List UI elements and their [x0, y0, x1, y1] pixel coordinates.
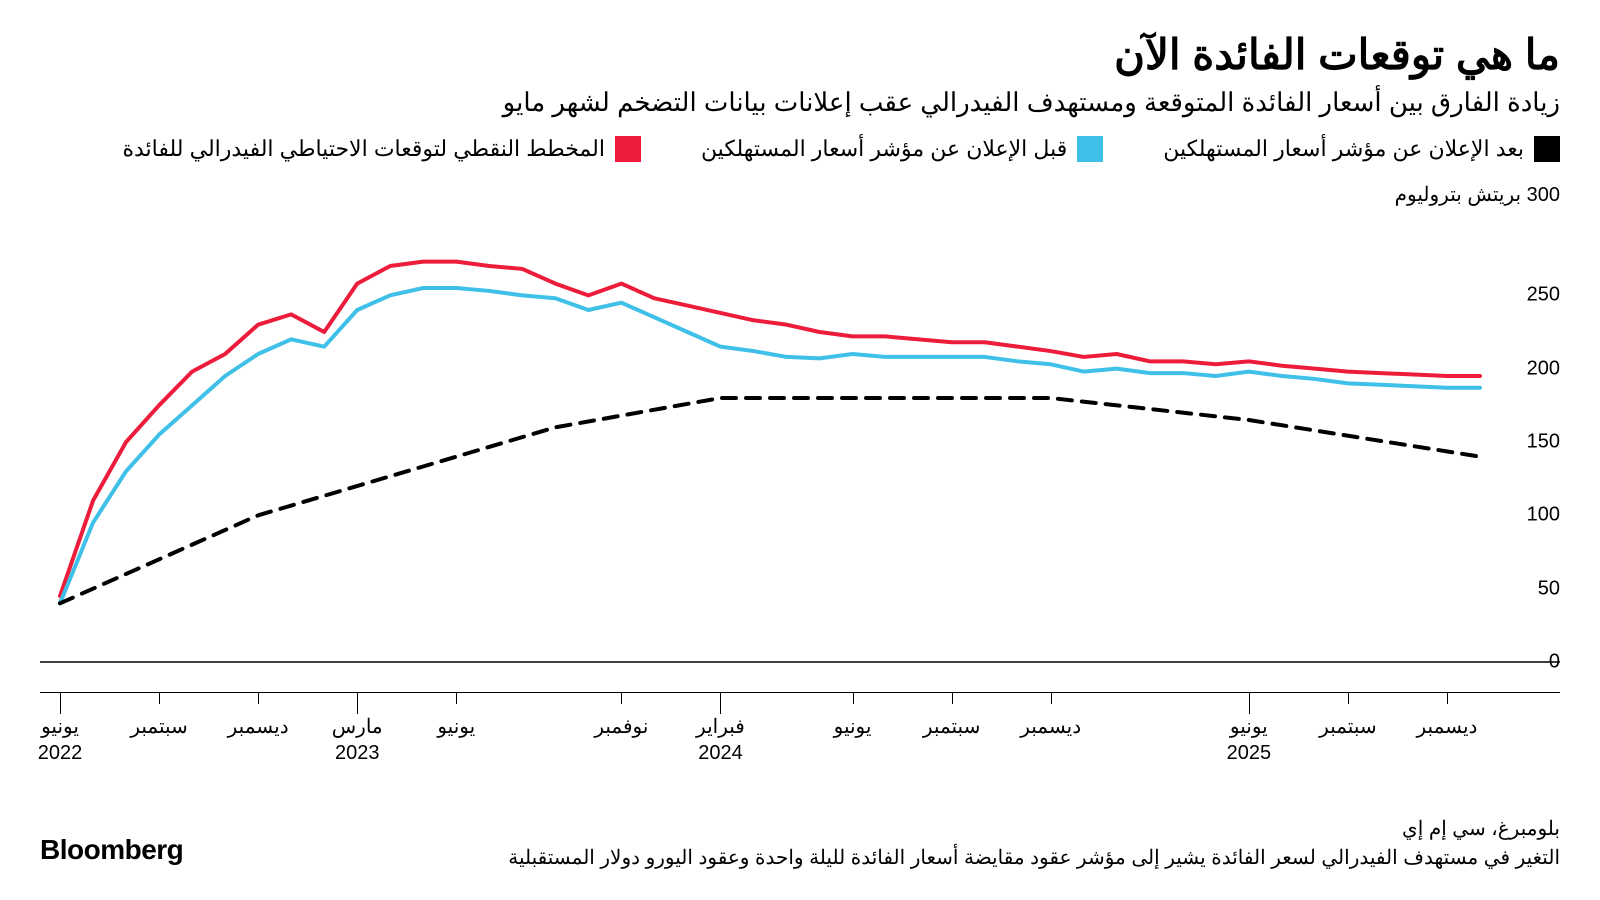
y-axis-unit: 300 بريتش بتروليوم	[1395, 182, 1560, 207]
x-axis-ticks	[40, 692, 1560, 708]
legend-item: المخطط النقطي لتوقعات الاحتياطي الفيدرال…	[122, 136, 640, 162]
x-tick	[952, 692, 953, 704]
x-tick	[159, 692, 160, 704]
x-tick-label: يونيو2025	[1227, 714, 1272, 766]
x-tick	[60, 692, 61, 714]
x-tick-label: سبتمبر	[923, 714, 980, 740]
y-tick-label: 150	[1527, 431, 1560, 454]
x-tick	[1249, 692, 1250, 714]
legend-label: المخطط النقطي لتوقعات الاحتياطي الفيدرال…	[122, 136, 604, 162]
y-tick-label: 50	[1538, 577, 1560, 600]
x-tick	[720, 692, 721, 714]
y-tick-label: 200	[1527, 357, 1560, 380]
x-axis: يونيو2022 سبتمبر ديسمبر مارس2023 يونيو نوفمبر…	[40, 692, 1560, 784]
x-tick	[1348, 692, 1349, 704]
legend-label: بعد الإعلان عن مؤشر أسعار المستهلكين	[1163, 136, 1524, 162]
x-tick-label: نوفمبر	[594, 714, 648, 740]
y-tick-label: 100	[1527, 504, 1560, 527]
x-tick-label: فبراير2024	[696, 714, 745, 766]
x-tick-label: يونيو	[437, 714, 475, 740]
legend-item: قبل الإعلان عن مؤشر أسعار المستهلكين	[701, 136, 1103, 162]
chart-area: 300 بريتش بتروليوم 0 50 100 150 200 250	[40, 182, 1560, 682]
x-tick	[456, 692, 457, 704]
legend: بعد الإعلان عن مؤشر أسعار المستهلكين قبل …	[40, 136, 1560, 162]
chart-container: { "title": "ما هي توقعات الفائدة الآن", …	[0, 0, 1600, 900]
legend-item: بعد الإعلان عن مؤشر أسعار المستهلكين	[1163, 136, 1560, 162]
chart-footer: بلومبرغ، سي إم إي التغير في مستهدف الفيد…	[40, 816, 1560, 870]
x-tick-label: يونيو	[834, 714, 872, 740]
series-post-cpi	[60, 398, 1480, 603]
legend-swatch	[1077, 136, 1103, 162]
x-tick	[1447, 692, 1448, 704]
footnote-text: التغير في مستهدف الفيدرالي لسعر الفائدة …	[40, 845, 1560, 870]
legend-swatch	[1534, 136, 1560, 162]
x-axis-labels: يونيو2022 سبتمبر ديسمبر مارس2023 يونيو نوفمبر…	[40, 714, 1560, 784]
x-tick	[258, 692, 259, 704]
x-tick	[1051, 692, 1052, 704]
source-text: بلومبرغ، سي إم إي	[40, 816, 1560, 841]
line-chart-svg	[40, 182, 1560, 682]
x-tick-label: ديسمبر	[1416, 714, 1477, 740]
series-pre-cpi	[60, 288, 1480, 603]
chart-subtitle: زيادة الفارق بين أسعار الفائدة المتوقعة …	[40, 87, 1560, 118]
x-tick-label: ديسمبر	[228, 714, 289, 740]
x-tick-label: مارس2023	[332, 714, 383, 766]
x-tick-label: ديسمبر	[1020, 714, 1081, 740]
x-tick	[621, 692, 622, 704]
series-dot-plot	[60, 262, 1480, 596]
chart-title: ما هي توقعات الفائدة الآن	[40, 30, 1560, 79]
x-tick-label: سبتمبر	[1319, 714, 1376, 740]
legend-swatch	[615, 136, 641, 162]
x-tick	[357, 692, 358, 714]
x-tick-label: يونيو2022	[38, 714, 83, 766]
y-tick-label: 250	[1527, 284, 1560, 307]
x-tick-label: سبتمبر	[130, 714, 187, 740]
x-tick	[853, 692, 854, 704]
brand-logo: Bloomberg	[40, 834, 183, 866]
y-tick-label: 0	[1549, 651, 1560, 674]
legend-label: قبل الإعلان عن مؤشر أسعار المستهلكين	[701, 136, 1067, 162]
